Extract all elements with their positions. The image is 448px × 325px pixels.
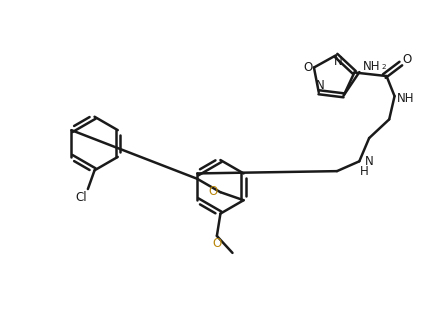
Text: O: O bbox=[212, 238, 221, 251]
Text: O: O bbox=[209, 185, 218, 198]
Text: Cl: Cl bbox=[75, 191, 86, 204]
Text: N: N bbox=[316, 80, 325, 93]
Text: H: H bbox=[359, 165, 368, 178]
Text: O: O bbox=[303, 61, 312, 74]
Text: N: N bbox=[365, 155, 374, 168]
Text: N: N bbox=[333, 55, 342, 68]
Text: NH: NH bbox=[363, 60, 381, 73]
Text: NH: NH bbox=[397, 92, 414, 105]
Text: O: O bbox=[402, 54, 412, 67]
Text: $_2$: $_2$ bbox=[381, 62, 388, 72]
